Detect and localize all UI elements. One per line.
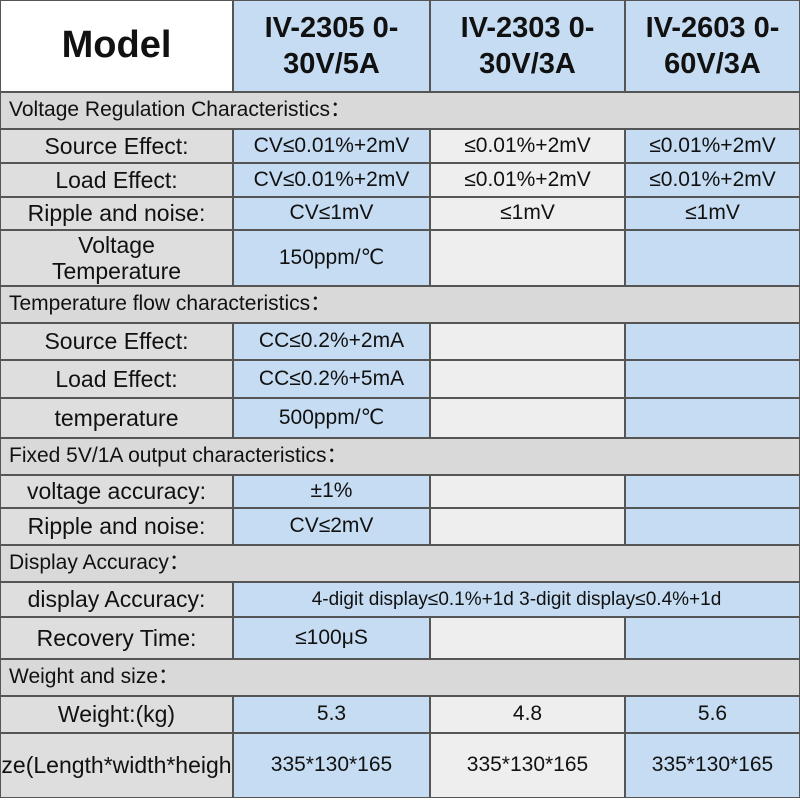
header-column: IV-2603 0-60V/3A bbox=[625, 0, 800, 92]
value-cell: ≤0.01%+2mV bbox=[430, 129, 625, 163]
value-cell bbox=[625, 398, 800, 438]
value-cell bbox=[625, 475, 800, 508]
value-cell bbox=[430, 508, 625, 545]
value-cell: 5.6 bbox=[625, 696, 800, 733]
value-cell bbox=[625, 230, 800, 286]
header-column: IV-2305 0-30V/5A bbox=[233, 0, 430, 92]
value-cell: 4.8 bbox=[430, 696, 625, 733]
value-cell bbox=[430, 360, 625, 398]
row-label: temperature bbox=[0, 398, 233, 438]
value-cell: 335*130*165 bbox=[233, 733, 430, 798]
value-cell: ≤0.01%+2mV bbox=[625, 129, 800, 163]
value-cell bbox=[430, 323, 625, 360]
value-cell bbox=[625, 508, 800, 545]
row-label: Size(Length*width*height): bbox=[0, 733, 233, 798]
value-cell: ±1% bbox=[233, 475, 430, 508]
header-model: Model bbox=[0, 0, 233, 92]
row-label: Source Effect: bbox=[0, 323, 233, 360]
section-title: Display Accuracy： bbox=[0, 545, 800, 582]
row-label: Ripple and noise: bbox=[0, 508, 233, 545]
section-title: Weight and size： bbox=[0, 659, 800, 696]
value-cell: 150ppm/℃ bbox=[233, 230, 430, 286]
row-label: Weight:(kg) bbox=[0, 696, 233, 733]
section-title: Voltage Regulation Characteristics： bbox=[0, 92, 800, 129]
value-cell: ≤0.01%+2mV bbox=[430, 163, 625, 197]
value-cell: 335*130*165 bbox=[430, 733, 625, 798]
row-label: Voltage Temperature bbox=[0, 230, 233, 286]
row-label: Source Effect: bbox=[0, 129, 233, 163]
value-cell bbox=[430, 230, 625, 286]
row-label: Ripple and noise: bbox=[0, 197, 233, 230]
value-cell: CC≤0.2%+5mA bbox=[233, 360, 430, 398]
value-cell: CV≤0.01%+2mV bbox=[233, 129, 430, 163]
value-cell: CV≤0.01%+2mV bbox=[233, 163, 430, 197]
value-cell bbox=[430, 617, 625, 659]
value-cell bbox=[625, 617, 800, 659]
value-cell: 5.3 bbox=[233, 696, 430, 733]
row-label: Recovery Time: bbox=[0, 617, 233, 659]
section-title: Temperature flow characteristics： bbox=[0, 286, 800, 323]
row-label: display Accuracy: bbox=[0, 582, 233, 617]
value-cell bbox=[430, 398, 625, 438]
value-cell bbox=[625, 360, 800, 398]
value-cell bbox=[625, 323, 800, 360]
section-title: Fixed 5V/1A output characteristics： bbox=[0, 438, 800, 475]
value-cell: 500ppm/℃ bbox=[233, 398, 430, 438]
value-cell: 335*130*165 bbox=[625, 733, 800, 798]
value-cell: CC≤0.2%+2mA bbox=[233, 323, 430, 360]
row-label: Load Effect: bbox=[0, 360, 233, 398]
row-label: Load Effect: bbox=[0, 163, 233, 197]
header-column: IV-2303 0-30V/3A bbox=[430, 0, 625, 92]
value-cell: CV≤2mV bbox=[233, 508, 430, 545]
value-cell: CV≤1mV bbox=[233, 197, 430, 230]
value-cell: ≤1mV bbox=[430, 197, 625, 230]
value-cell: ≤100μS bbox=[233, 617, 430, 659]
value-cell bbox=[430, 475, 625, 508]
value-cell: ≤0.01%+2mV bbox=[625, 163, 800, 197]
row-label: voltage accuracy: bbox=[0, 475, 233, 508]
value-cell: 4-digit display≤0.1%+1d 3-digit display≤… bbox=[233, 582, 800, 617]
value-cell: ≤1mV bbox=[625, 197, 800, 230]
